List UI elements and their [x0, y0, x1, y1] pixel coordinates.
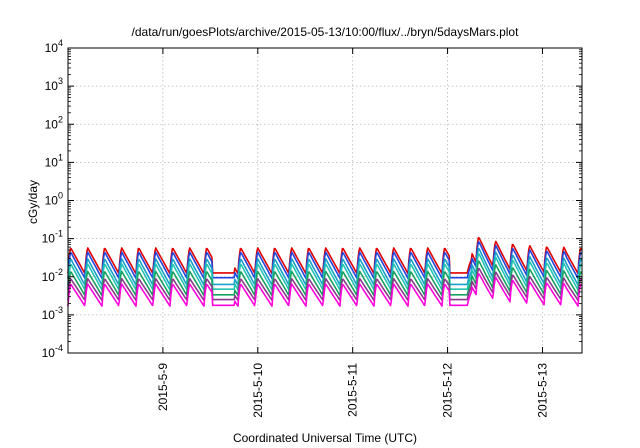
y-tick-label: 10-4 — [42, 343, 63, 360]
y-tick-label: 104 — [45, 38, 63, 55]
grid-lines — [68, 48, 582, 353]
series-line-7 — [67, 273, 583, 307]
y-tick-label-exponent: -3 — [55, 305, 63, 315]
y-tick-label-base: 10 — [45, 155, 59, 169]
x-tick-label: 2015-5-10 — [251, 363, 265, 418]
axis-ticks — [68, 47, 582, 354]
y-tick-label-base: 10 — [45, 41, 59, 55]
y-tick-label: 100 — [45, 191, 63, 208]
y-tick-label: 103 — [45, 76, 63, 93]
y-tick-label-exponent: -4 — [55, 343, 63, 353]
y-tick-label-exponent: 0 — [58, 191, 63, 201]
y-axis-label: cGy/day — [26, 180, 40, 224]
y-tick-label-exponent: 4 — [58, 38, 63, 48]
y-tick-label-base: 10 — [42, 270, 56, 284]
x-axis-label: Coordinated Universal Time (UTC) — [233, 431, 417, 445]
y-tick-label-exponent: -2 — [55, 267, 63, 277]
y-tick-label-exponent: 2 — [58, 114, 63, 124]
x-tick-label: 2015-5-13 — [535, 363, 549, 418]
y-tick-label: 10-3 — [42, 305, 63, 322]
y-tick-label-exponent: 3 — [58, 76, 63, 86]
x-tick-label: 2015-5-12 — [441, 363, 455, 418]
y-tick-label-base: 10 — [42, 346, 56, 360]
chart-title: /data/run/goesPlots/archive/2015-05-13/1… — [132, 25, 520, 39]
y-tick-label-exponent: 1 — [58, 152, 63, 162]
y-tick-label-base: 10 — [42, 232, 56, 246]
y-tick-label-base: 10 — [45, 79, 59, 93]
y-tick-label-exponent: -1 — [55, 229, 63, 239]
y-tick-label: 102 — [45, 114, 63, 131]
x-tick-label: 2015-5-9 — [156, 363, 170, 411]
y-tick-label: 10-2 — [42, 267, 63, 284]
y-tick-label-base: 10 — [42, 308, 56, 322]
y-tick-label: 101 — [45, 152, 63, 169]
x-tick-label: 2015-5-11 — [346, 363, 360, 417]
series-layer — [67, 236, 583, 307]
y-tick-label: 10-1 — [42, 229, 63, 246]
y-tick-label-base: 10 — [45, 194, 59, 208]
y-tick-label-base: 10 — [45, 117, 59, 131]
x-tick-labels: 2015-5-9 2015-5-10 2015-5-11 2015-5-12 2015-… — [156, 363, 550, 418]
